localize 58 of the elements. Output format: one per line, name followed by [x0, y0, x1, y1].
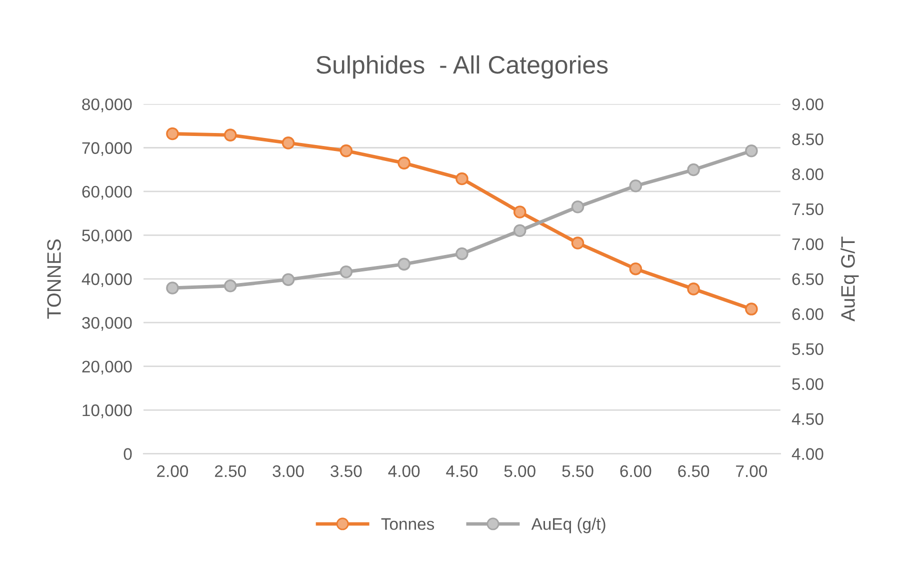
y2-tick-label: 5.00: [792, 378, 824, 390]
y2-tick-label: 8.50: [792, 133, 824, 146]
point: [571, 236, 584, 250]
x-tick-label: 5.00: [504, 465, 536, 478]
point: [282, 136, 295, 150]
y2-tick-label: 7.50: [792, 203, 824, 216]
point: [513, 206, 526, 218]
y-tick-label: 60,000: [82, 186, 132, 200]
x-tick-label: 2.50: [214, 465, 246, 478]
y-tick-label: 0: [124, 448, 132, 460]
x-tick-label: 6.50: [678, 465, 710, 478]
x-tick-label: 2.00: [157, 465, 188, 478]
chart-title: Sulphides - All Categories: [316, 55, 608, 79]
y-tick-label: 40,000: [82, 273, 132, 288]
x-tick-label: 4.50: [446, 465, 478, 478]
point: [398, 156, 410, 170]
point: [282, 273, 295, 286]
point: [571, 200, 584, 214]
y2-tick-label: 9.00: [792, 98, 824, 110]
point: [687, 163, 700, 176]
y2-tick-label: 7.00: [792, 238, 824, 250]
y-axis-title: TONNES: [47, 239, 61, 319]
point: [687, 282, 700, 296]
point: [224, 128, 237, 142]
y2-tick-label: 4.00: [792, 448, 824, 460]
point: [340, 266, 353, 278]
x-tick-label: 3.00: [272, 465, 304, 478]
point: [456, 172, 468, 186]
y2-tick-label: 6.50: [792, 273, 824, 286]
y-tick-label: 20,000: [82, 360, 132, 374]
point: [166, 282, 179, 294]
point: [398, 258, 410, 271]
y2-tick-label: 4.50: [792, 413, 824, 425]
legend-label: AuEq (g/t): [531, 518, 606, 534]
point: [745, 302, 758, 316]
x-tick-label: 5.50: [562, 465, 594, 478]
point: [224, 279, 237, 292]
legend-label: Tonnes: [381, 518, 434, 530]
y2-tick-label: 6.00: [792, 308, 824, 320]
y-tick-label: 30,000: [82, 316, 132, 331]
y2-tick-label: 8.00: [792, 168, 824, 180]
point: [629, 179, 642, 192]
point: [629, 262, 642, 276]
point: [745, 144, 758, 158]
point: [513, 224, 526, 238]
point: [340, 144, 353, 158]
x-tick-label: 3.50: [330, 465, 362, 478]
y-tick-label: 70,000: [82, 142, 132, 156]
y-tick-label: 80,000: [82, 98, 132, 112]
point: [166, 127, 179, 140]
x-tick-label: 4.00: [388, 465, 420, 478]
x-tick-label: 7.00: [736, 465, 768, 478]
point: [456, 247, 468, 260]
y2-tick-label: 5.50: [792, 343, 824, 356]
x-tick-label: 6.00: [620, 465, 652, 478]
y2-axis-title: AuEq G/T: [840, 236, 859, 322]
y-tick-label: 10,000: [82, 404, 132, 418]
y-tick-label: 50,000: [82, 230, 132, 244]
